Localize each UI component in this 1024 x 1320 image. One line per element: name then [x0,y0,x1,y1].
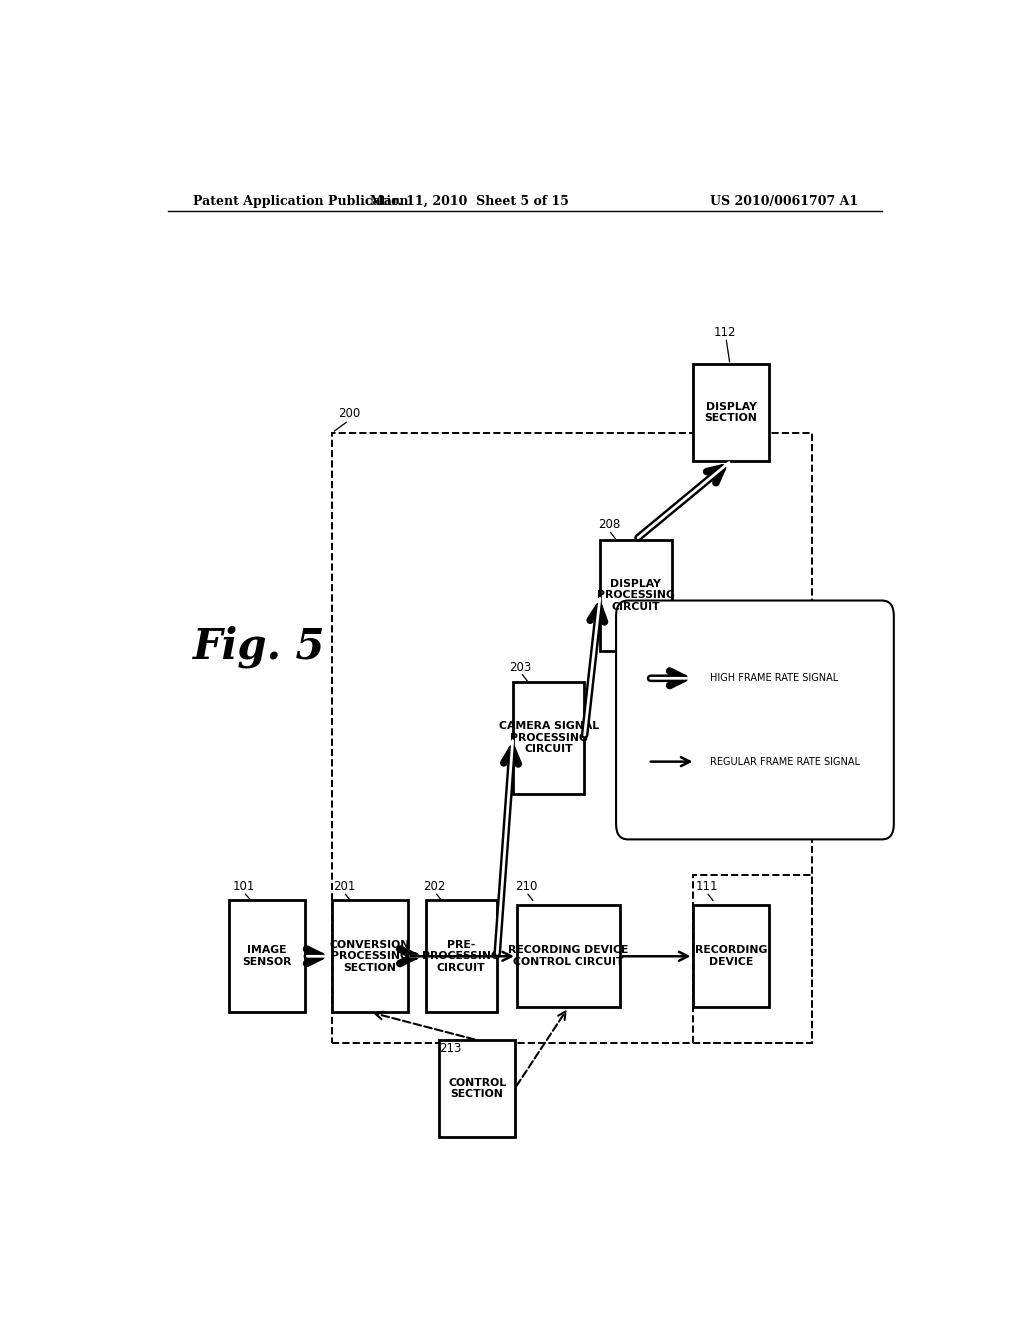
FancyBboxPatch shape [693,906,769,1007]
Text: 213: 213 [439,1041,462,1055]
Text: Patent Application Publication: Patent Application Publication [194,194,409,207]
FancyBboxPatch shape [600,540,672,651]
Text: RECORDING
DEVICE: RECORDING DEVICE [695,945,767,968]
Text: DISPLAY
PROCESSING
CIRCUIT: DISPLAY PROCESSING CIRCUIT [597,579,675,612]
Text: IMAGE
SENSOR: IMAGE SENSOR [242,945,292,968]
Text: Fig. 5: Fig. 5 [194,626,326,668]
Text: HIGH FRAME RATE SIGNAL: HIGH FRAME RATE SIGNAL [710,673,838,684]
FancyBboxPatch shape [693,364,769,461]
Text: CONTROL
SECTION: CONTROL SECTION [449,1077,506,1100]
Text: 112: 112 [714,326,736,339]
Text: 203: 203 [509,661,531,673]
Bar [332,433,812,1043]
FancyBboxPatch shape [229,900,304,1012]
Text: 200: 200 [338,407,360,420]
FancyBboxPatch shape [616,601,894,840]
FancyBboxPatch shape [426,900,497,1012]
Text: 111: 111 [695,880,718,894]
Text: 208: 208 [598,519,621,532]
Text: REGULAR FRAME RATE SIGNAL: REGULAR FRAME RATE SIGNAL [710,756,860,767]
Text: 101: 101 [232,880,255,894]
Text: 201: 201 [333,880,355,894]
FancyBboxPatch shape [439,1040,515,1137]
Text: RECORDING DEVICE
CONTROL CIRCUIT: RECORDING DEVICE CONTROL CIRCUIT [508,945,629,968]
Text: 202: 202 [423,880,445,894]
FancyBboxPatch shape [333,900,408,1012]
Text: DISPLAY
SECTION: DISPLAY SECTION [705,401,758,424]
Text: CONVERSION
PROCESSING
SECTION: CONVERSION PROCESSING SECTION [330,940,411,973]
Text: Mar. 11, 2010  Sheet 5 of 15: Mar. 11, 2010 Sheet 5 of 15 [370,194,568,207]
Text: PRE-
PROCESSING
CIRCUIT: PRE- PROCESSING CIRCUIT [422,940,501,973]
Text: 210: 210 [515,880,538,894]
FancyBboxPatch shape [517,906,621,1007]
FancyBboxPatch shape [513,682,585,793]
Text: US 2010/0061707 A1: US 2010/0061707 A1 [710,194,858,207]
Bar [693,875,812,1043]
Text: CAMERA SIGNAL
PROCESSING
CIRCUIT: CAMERA SIGNAL PROCESSING CIRCUIT [499,721,599,754]
